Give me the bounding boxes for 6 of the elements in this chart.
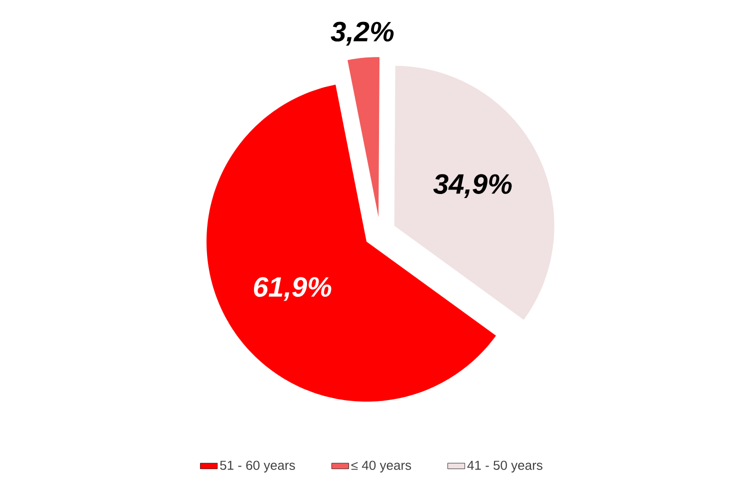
legend-label: 51 - 60 years (220, 460, 295, 472)
data-label: 34,9% (433, 174, 512, 198)
data-label: 3,2% (330, 22, 394, 46)
legend-label: ≤ 40 years (351, 460, 412, 472)
data-label: 61,9% (254, 277, 332, 301)
legend-label: 41 - 50 years (467, 460, 542, 472)
